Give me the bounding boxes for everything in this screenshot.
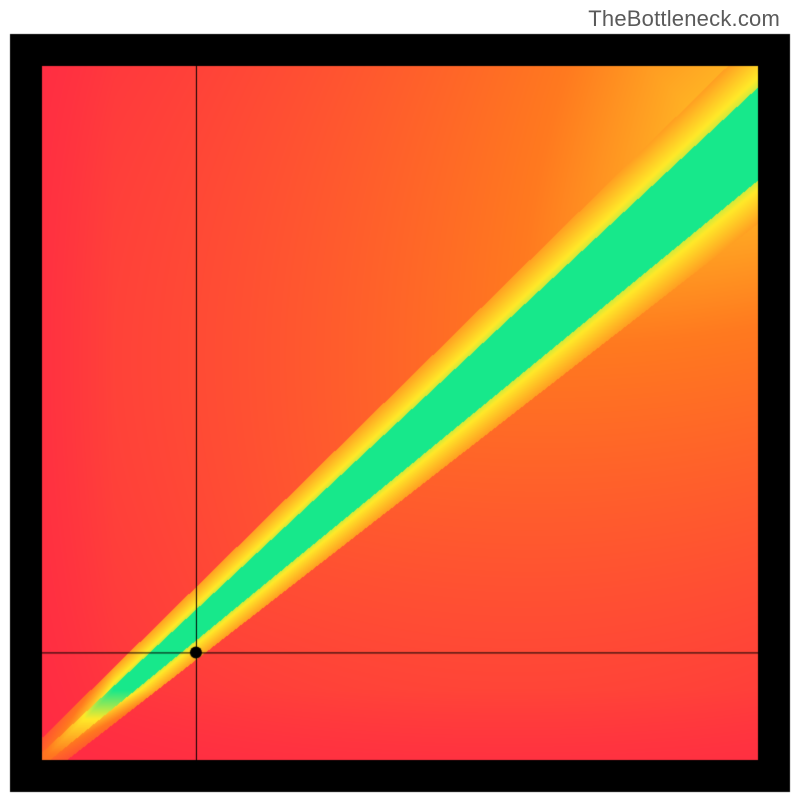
stage: TheBottleneck.com	[0, 0, 800, 800]
bottleneck-heatmap	[0, 0, 800, 800]
